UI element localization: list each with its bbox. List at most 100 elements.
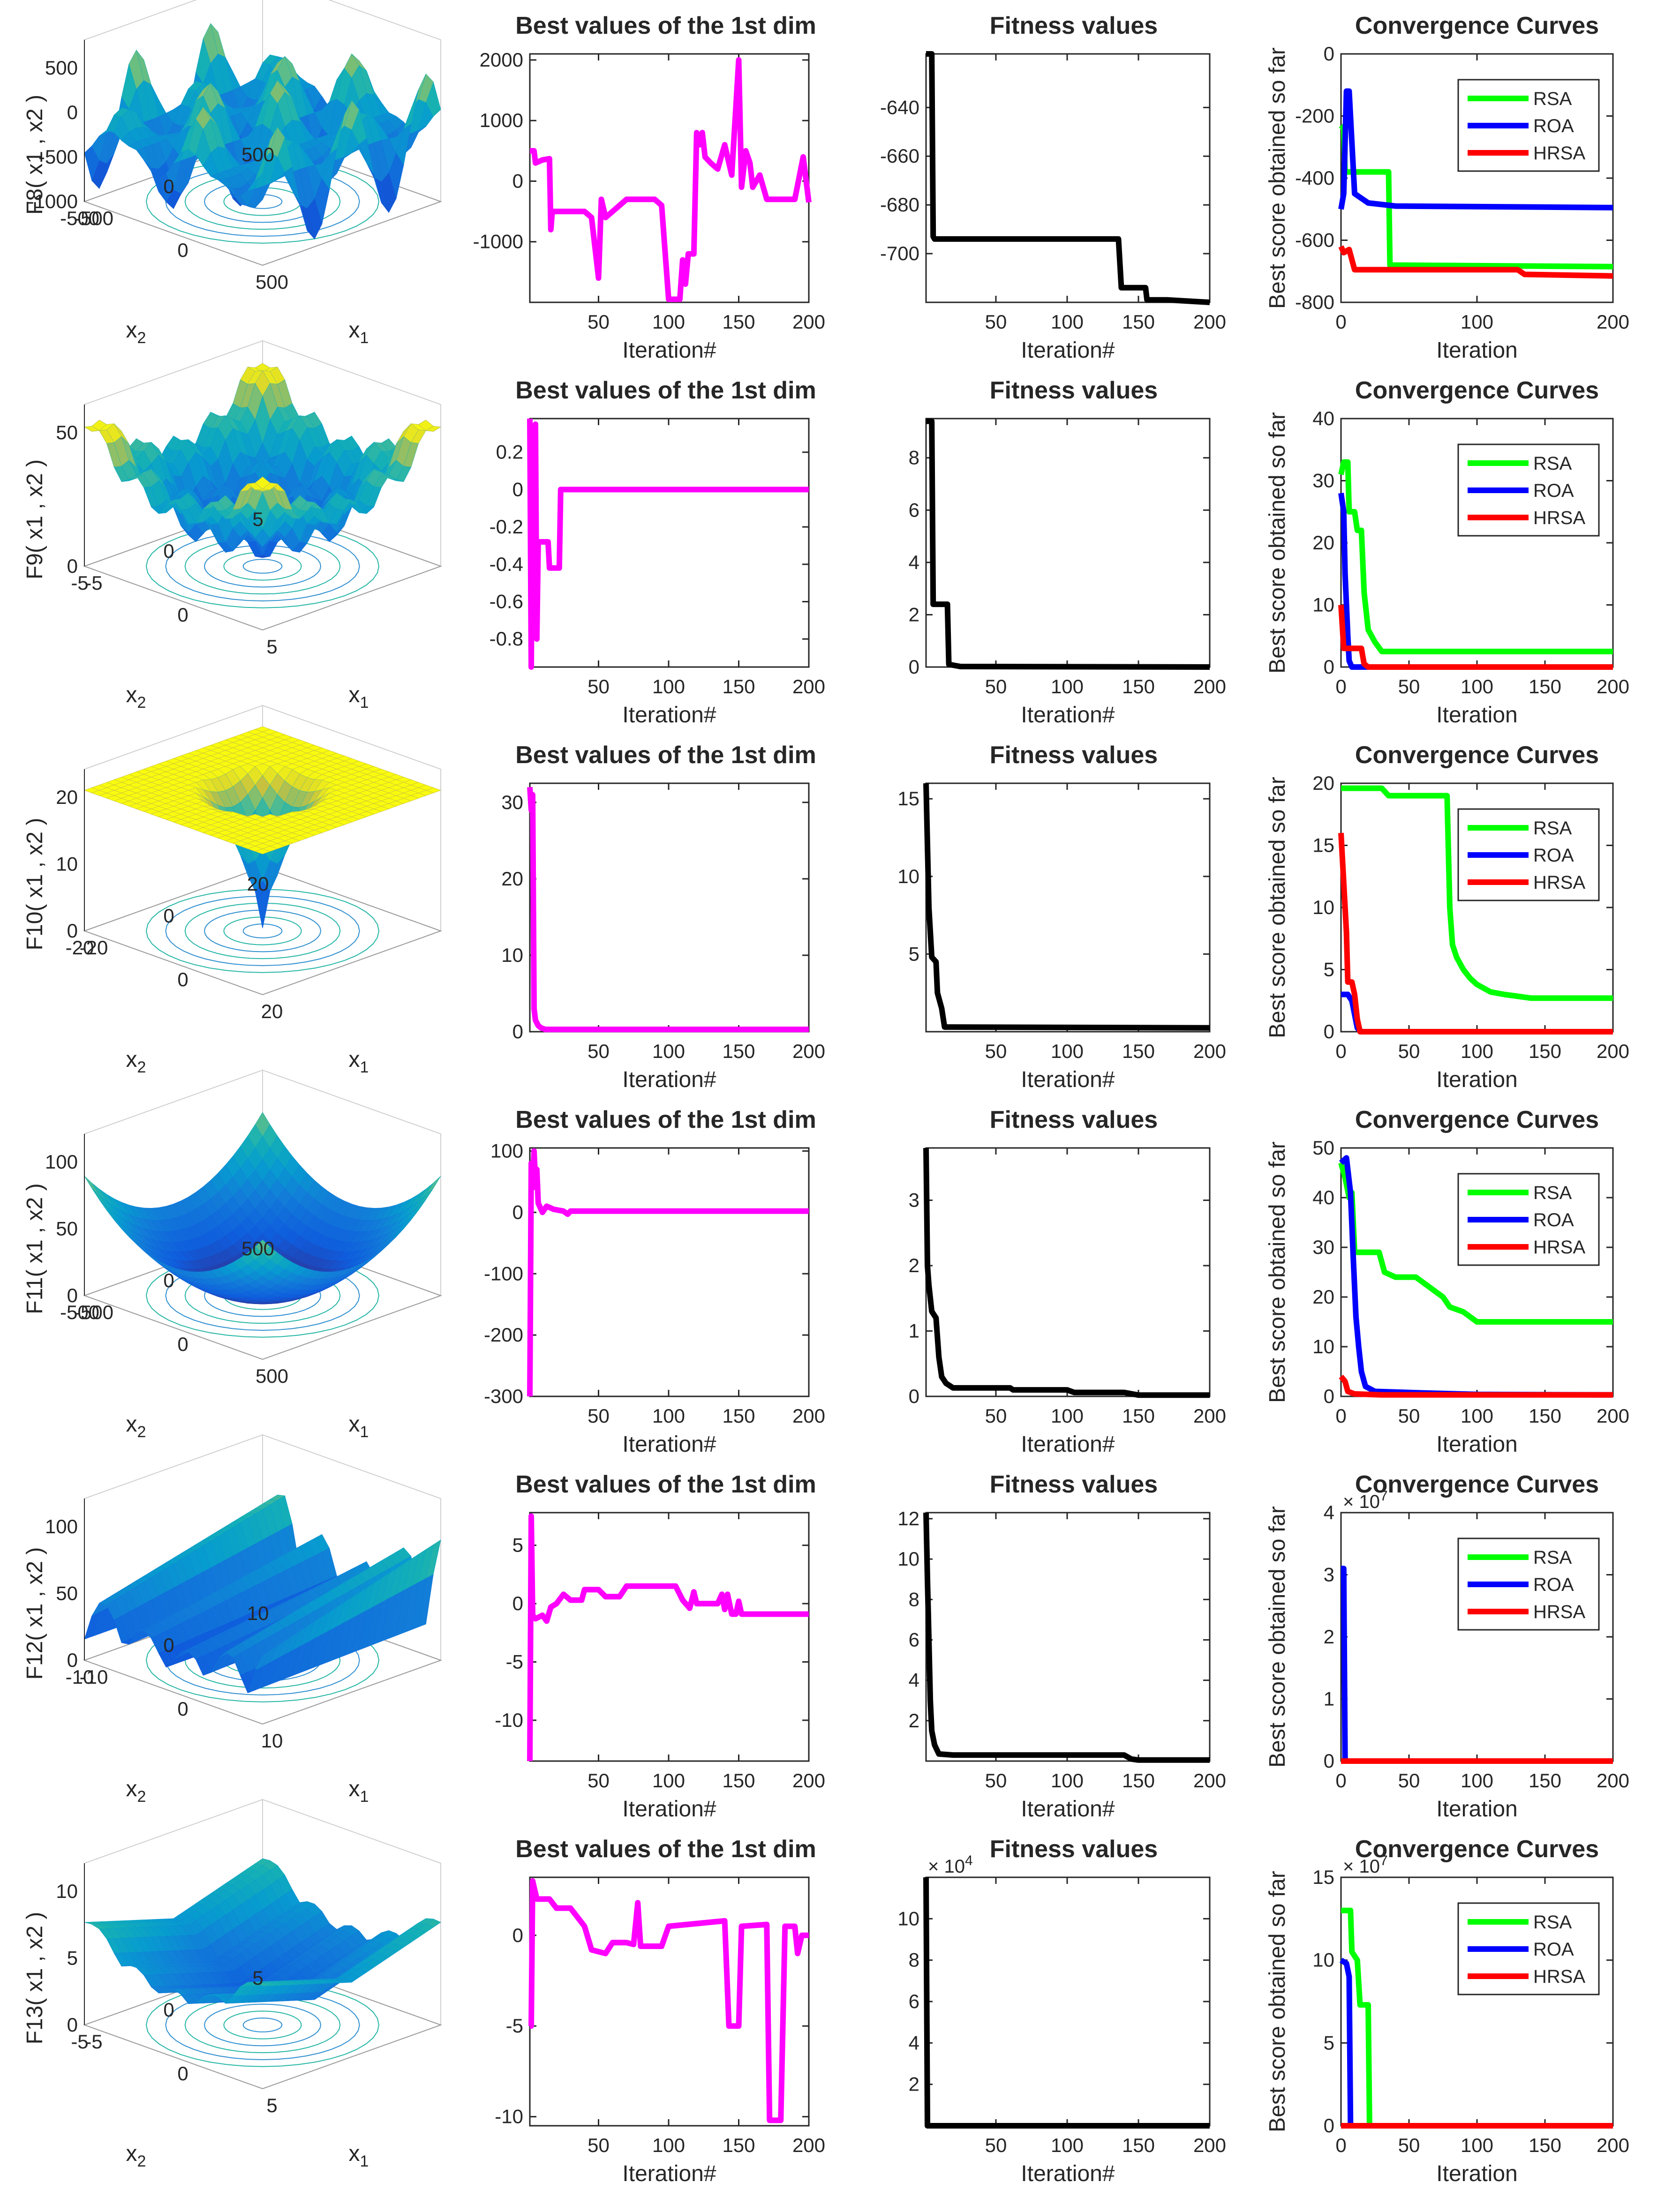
fitness-axes-box <box>925 1512 1211 1762</box>
bestdim-xtick-label: 200 <box>792 311 825 333</box>
topology-x1tick-label: 500 <box>256 271 288 293</box>
topology-x2tick-label: 0 <box>163 1269 174 1291</box>
topology-contour <box>203 545 322 588</box>
bestdim-ytick-label: -300 <box>484 1385 523 1407</box>
bestdim-title: Best values of the 1st dim <box>515 1471 816 1498</box>
bestdim-plot: -1000 0 1000 2000 50 100 150 200 Iteration# <box>473 49 825 363</box>
fitness-ytick-label: 4 <box>909 1669 919 1691</box>
fitness-ytick-label: 4 <box>909 2032 919 2054</box>
topology-contour <box>145 889 380 973</box>
topology-x2-label: x2 <box>126 1777 146 1806</box>
fitness-ytick-label: 8 <box>909 447 919 469</box>
legend-label-hrsa: HRSA <box>1533 143 1585 164</box>
topology-x1tick-label: -20 <box>80 937 108 959</box>
topology-x1tick-label: 10 <box>261 1730 283 1752</box>
convergence-ytick-label: 0 <box>1324 1385 1334 1407</box>
topology-zlabel: F9( x1 , x2 ) <box>23 459 47 579</box>
convergence-ytick-label: -200 <box>1295 105 1334 127</box>
topology-x1tick-label: -500 <box>74 207 113 229</box>
topology-ztick-label: 50 <box>56 1582 78 1605</box>
convergence-ylabel: Best score obtained so far <box>1265 47 1290 309</box>
row-f10: Function TopologyBest values of the 1st … <box>23 705 1629 1092</box>
topology-x2tick-label: 0 <box>163 540 174 562</box>
convergence-xtick-label: 200 <box>1597 1405 1629 1427</box>
bestdim-ytick-label: 20 <box>501 868 523 890</box>
bestdim-xtick-label: 150 <box>722 1405 755 1427</box>
fitness-ytick-label: 2 <box>909 1254 919 1276</box>
convergence-ytick-label: 10 <box>1312 594 1334 616</box>
fitness-xtick-label: 100 <box>1051 675 1084 697</box>
fitness-xtick-label: 150 <box>1122 311 1155 333</box>
topology-surface-patch <box>255 488 270 491</box>
topology-contour <box>203 909 322 952</box>
bestdim-ytick-label: 0 <box>512 478 523 500</box>
convergence-xtick-label: 100 <box>1461 1405 1493 1427</box>
fitness-plot: 0 2 4 6 8 50 100 150 200 Iteration# <box>909 418 1226 727</box>
topology-x2tick-label: 0 <box>163 1999 174 2021</box>
topology-ztick-label: 10 <box>56 853 78 875</box>
bestdim-xlabel: Iteration# <box>622 1797 716 1822</box>
convergence-plot: 0 10 20 30 40 0 50 100 150 200 RSA ROA HRSA Iteration… <box>1265 407 1629 727</box>
topology-surface-patch <box>255 140 271 180</box>
fitness-ytick-label: 2 <box>909 1710 919 1732</box>
bestdim-plot: -300 -200 -100 0 100 50 100 150 200 Iteration# <box>484 1140 825 1457</box>
topology-contour <box>165 896 360 966</box>
bestdim-xtick-label: 100 <box>652 675 685 697</box>
bestdim-title: Best values of the 1st dim <box>515 12 816 39</box>
convergence-xlabel: Iteration <box>1436 1067 1517 1092</box>
convergence-ytick-label: 2 <box>1324 1626 1334 1648</box>
legend-label-roa: ROA <box>1533 480 1574 501</box>
legend-label-roa: ROA <box>1533 116 1574 136</box>
fitness-title: Fitness values <box>990 1106 1158 1133</box>
convergence-ytick-label: 4 <box>1324 1501 1334 1523</box>
topology-x2tick-label: 5 <box>252 508 263 530</box>
row-f13: Function TopologyBest values of the 1st … <box>23 1799 1629 2186</box>
legend-label-hrsa: HRSA <box>1533 872 1585 893</box>
fitness-ytick-label: 12 <box>897 1507 919 1530</box>
bestdim-ytick-label: -5 <box>506 2015 523 2037</box>
bestdim-ytick-label: 10 <box>501 944 523 966</box>
bestdim-ytick-label: 0 <box>512 1924 523 1946</box>
fitness-xtick-label: 150 <box>1122 1405 1155 1427</box>
legend-label-rsa: RSA <box>1533 1547 1572 1568</box>
topology-ztick-label: 50 <box>56 421 78 443</box>
convergence-ytick-label: 20 <box>1312 1286 1334 1308</box>
fitness-axes-box <box>925 1147 1211 1397</box>
convergence-ytick-label: -800 <box>1295 291 1334 313</box>
bestdim-ytick-label: -0.6 <box>490 591 523 613</box>
topology-x1-label: x1 <box>349 318 369 347</box>
topology-x1tick-label: 20 <box>261 1000 283 1022</box>
convergence-xtick-label: 100 <box>1461 675 1493 697</box>
topology-x2-label: x2 <box>126 682 146 712</box>
convergence-ytick-label: 10 <box>1312 896 1334 918</box>
topology-x2tick-label: -500 <box>60 207 99 229</box>
conv-title: Convergence Curves <box>1355 377 1599 404</box>
fitness-title: Fitness values <box>990 1836 1158 1863</box>
legend-label-rsa: RSA <box>1533 1912 1572 1933</box>
bestdim-xlabel: Iteration# <box>622 1067 716 1092</box>
topology-x1-label: x1 <box>349 1777 369 1806</box>
convergence-ytick-label: 10 <box>1312 1949 1334 1971</box>
convergence-xlabel: Iteration <box>1436 1432 1517 1457</box>
bestdim-xtick-label: 200 <box>792 1405 825 1427</box>
bestdim-ytick-label: -10 <box>495 1709 523 1731</box>
convergence-ytick-label: 1 <box>1324 1688 1334 1710</box>
bestdim-ytick-label: -10 <box>495 2106 523 2128</box>
legend-label-hrsa: HRSA <box>1533 1602 1585 1622</box>
convergence-xtick-label: 0 <box>1335 675 1346 697</box>
topology-ztick-label: 0 <box>67 920 78 942</box>
convergence-plot: 0 1 2 3 4 0 50 100 150 200 × 107 RSA ROA HRSA Iteratio… <box>1265 1488 1629 1822</box>
legend-label-rsa: RSA <box>1533 1183 1572 1203</box>
topology-zlabel: F10( x1 , x2 ) <box>23 818 47 951</box>
fitness-series-line <box>926 51 1210 305</box>
topology-surface-patch <box>255 848 271 855</box>
topology-x1tick-label: 0 <box>177 1333 188 1355</box>
bestdim-series-line <box>527 418 809 670</box>
topology-contour <box>242 559 283 574</box>
bestdim-ytick-label: -5 <box>506 1650 523 1672</box>
convergence-ytick-label: 0 <box>1324 1020 1334 1042</box>
